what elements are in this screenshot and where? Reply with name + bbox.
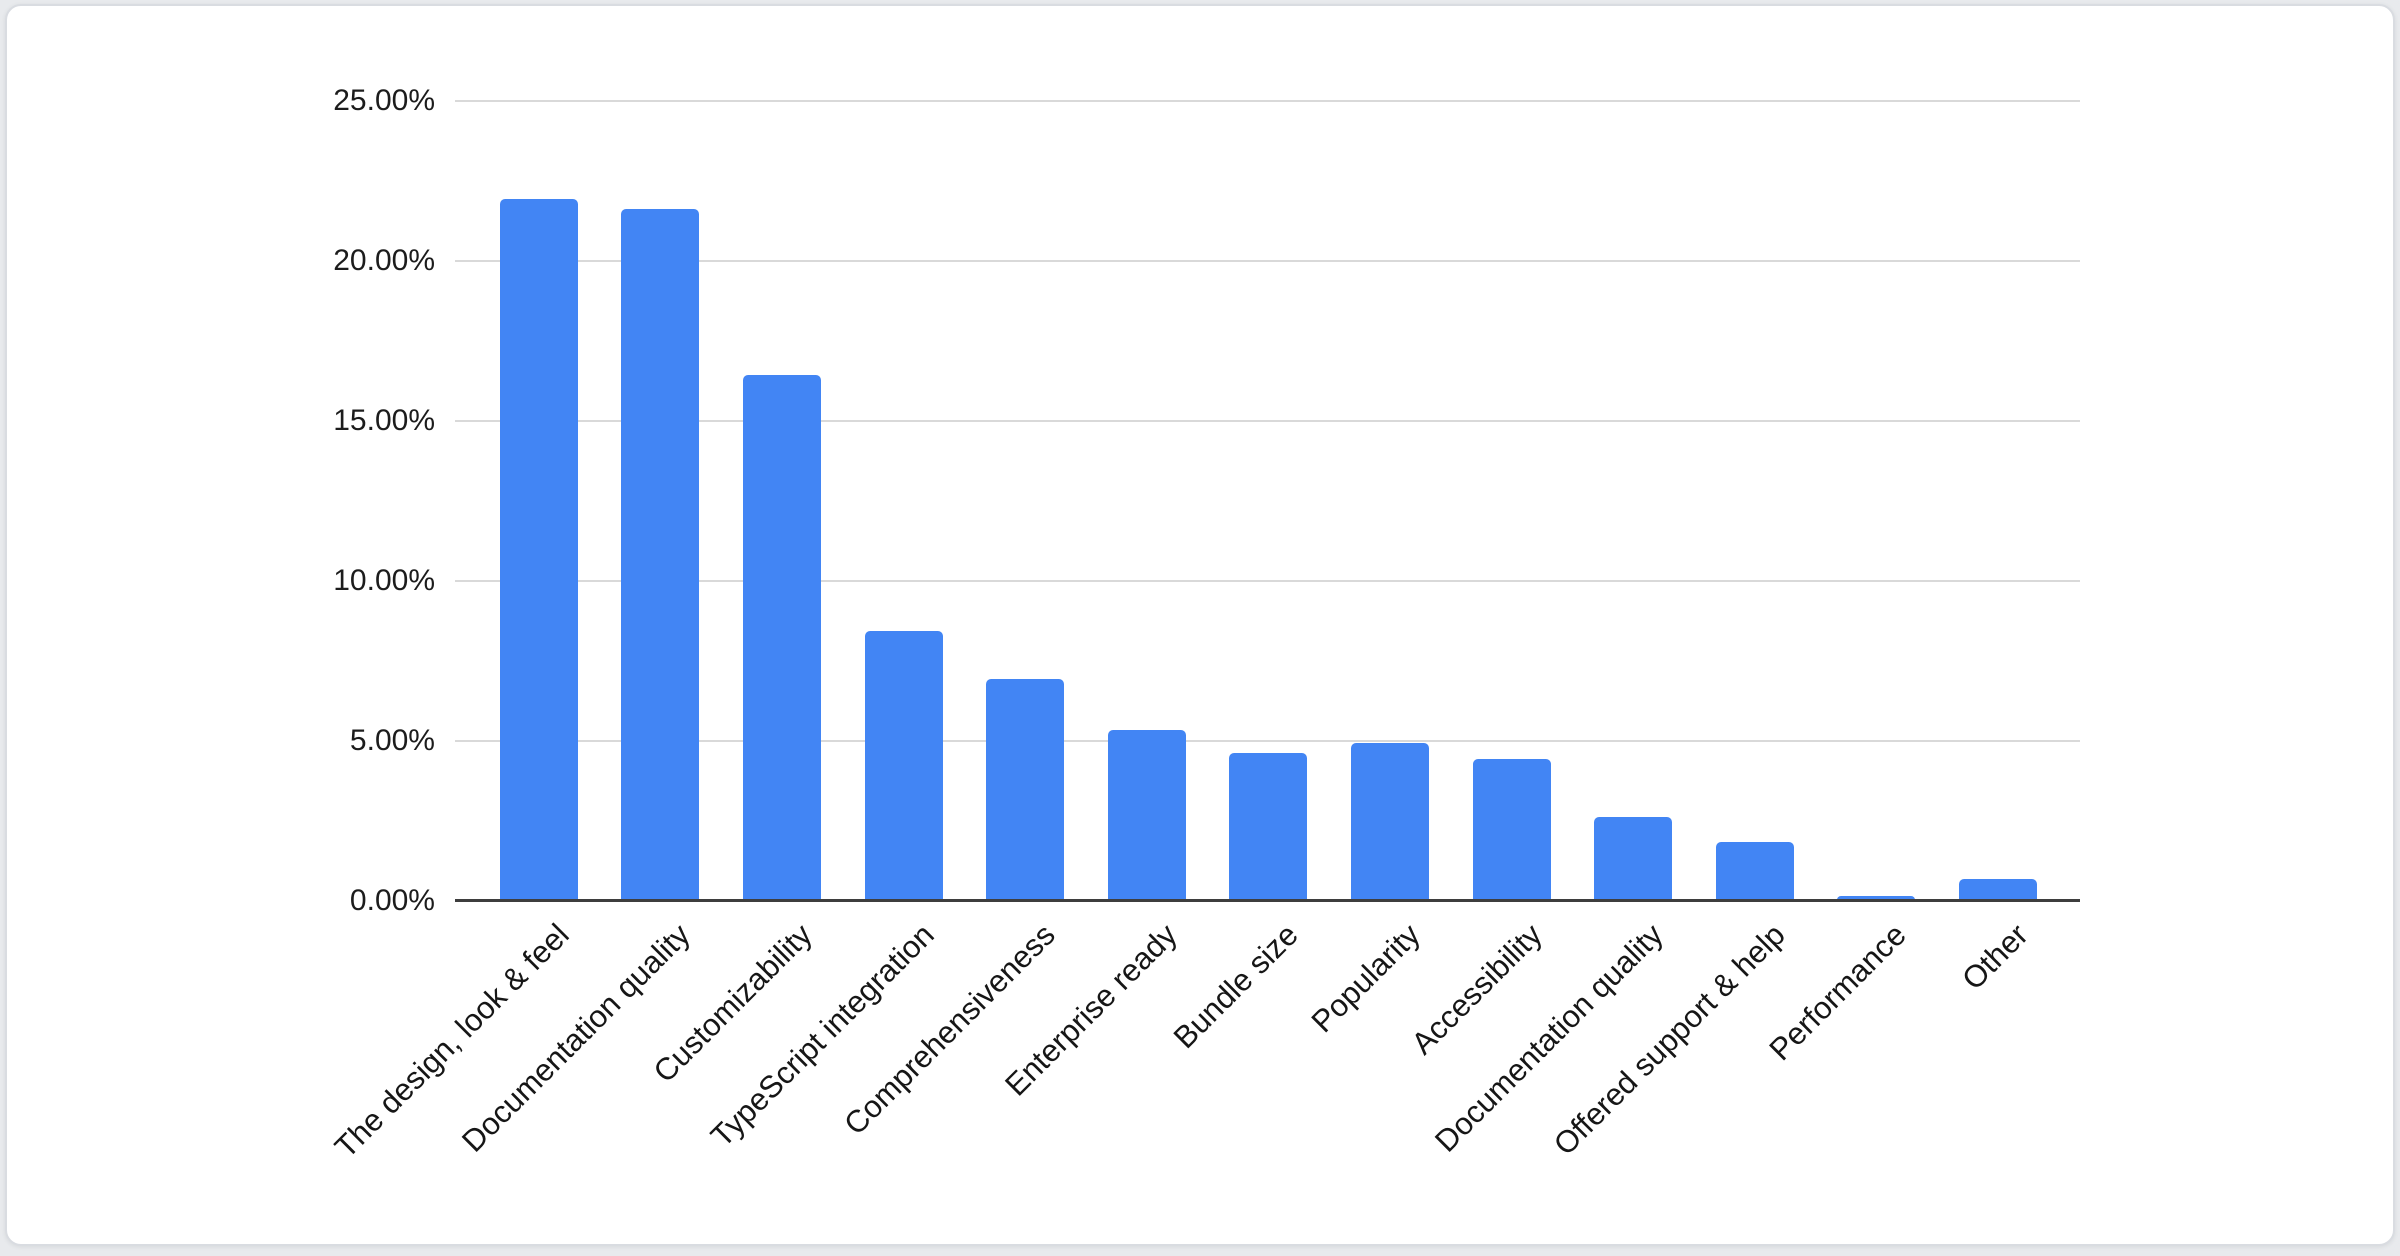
bar-5-comprehensiveness[interactable] xyxy=(986,679,1064,900)
gridline-20.00% xyxy=(455,260,2080,262)
gridline-15.00% xyxy=(455,420,2080,422)
bar-1-the-design-look-feel[interactable] xyxy=(500,199,578,900)
gridline-10.00% xyxy=(455,580,2080,582)
bar-10-documentation-quality[interactable] xyxy=(1594,817,1672,900)
y-axis-tick-label: 20.00% xyxy=(333,244,435,277)
y-axis-tick-label: 5.00% xyxy=(349,724,435,757)
plot-area: 0.00% 5.00% 10.00% 15.00% 20.00% 25.00% The d… xyxy=(7,6,2393,1244)
y-axis-tick-label: 10.00% xyxy=(333,564,435,597)
bar-9-accessibility[interactable] xyxy=(1473,759,1551,900)
bar-7-bundle-size[interactable] xyxy=(1229,753,1307,900)
y-axis-tick-label: 15.00% xyxy=(333,404,435,437)
bar-2-documentation-quality[interactable] xyxy=(621,209,699,900)
chart-card: 0.00% 5.00% 10.00% 15.00% 20.00% 25.00% The d… xyxy=(5,4,2395,1246)
gridline-25.00% xyxy=(455,100,2080,102)
bar-8-popularity[interactable] xyxy=(1351,743,1429,900)
bar-4-typescript-integration[interactable] xyxy=(865,631,943,900)
bar-12-performance[interactable] xyxy=(1837,896,1915,900)
bar-6-enterprise-ready[interactable] xyxy=(1108,730,1186,900)
bar-3-customizability[interactable] xyxy=(743,375,821,900)
bar-11-offered-support-help[interactable] xyxy=(1716,842,1794,900)
gridline-5.00% xyxy=(455,740,2080,742)
y-axis-tick-label: 25.00% xyxy=(333,84,435,117)
bar-13-other[interactable] xyxy=(1959,879,2037,900)
x-axis-line xyxy=(455,899,2080,902)
y-axis-tick-label: 0.00% xyxy=(349,884,435,917)
